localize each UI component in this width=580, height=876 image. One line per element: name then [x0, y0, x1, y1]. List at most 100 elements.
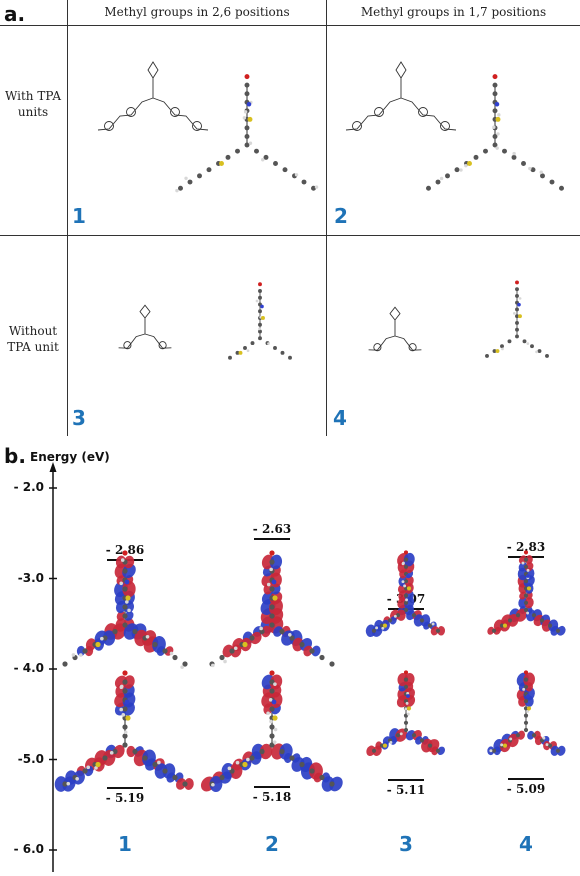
axis-arrow-icon: [49, 462, 57, 472]
hydrogen-atom: [246, 757, 250, 762]
orbital-lobe: [556, 625, 566, 636]
orbital-lobe: [124, 611, 134, 621]
orbital-lobe: [371, 624, 383, 637]
hydrogen-atom: [401, 561, 405, 565]
orbital-lobe: [389, 616, 397, 625]
nitrogen-atom: [526, 694, 530, 698]
carbon-atom: [531, 613, 537, 618]
carbon-atom: [258, 322, 262, 327]
carbon-atom: [62, 781, 68, 787]
carbon-atom: [435, 748, 441, 753]
hydrogen-atom: [535, 350, 538, 354]
carbon-atom: [435, 179, 441, 185]
hydrogen-atom: [184, 176, 188, 181]
hydrogen-atom: [375, 626, 379, 630]
carbon-atom: [523, 607, 529, 613]
carbon-atom: [279, 748, 285, 755]
carbon-atom: [387, 618, 393, 623]
carbon-atom: [523, 593, 529, 598]
oxygen-atom: [523, 670, 529, 675]
hydrogen-atom: [267, 342, 270, 345]
grid-line-v2: [326, 0, 327, 436]
sulfur-atom: [272, 595, 278, 601]
hydrogen-atom: [404, 707, 408, 711]
hydrogen-atom: [272, 740, 277, 744]
carbon-atom: [491, 628, 497, 633]
carbon-atom: [523, 564, 529, 569]
orbital-lobe: [550, 745, 559, 756]
oxygen-atom: [269, 670, 275, 676]
sulfur-atom: [238, 350, 243, 355]
carbon-atom: [122, 622, 128, 628]
hydrogen-atom: [78, 653, 83, 657]
hydrogen-atom: [521, 561, 525, 565]
nitrogen-atom: [494, 101, 500, 107]
orbital-lobe: [126, 745, 136, 758]
oxygen-atom: [122, 670, 128, 676]
hydrogen-atom: [266, 582, 271, 587]
carbon-atom: [483, 148, 488, 154]
carbon-atom: [162, 768, 168, 774]
hydrogen-atom: [393, 614, 397, 618]
hydrogen-atom: [497, 113, 501, 117]
carbon-atom: [530, 167, 536, 173]
carbon-atom: [132, 748, 138, 755]
hydrogen-atom: [389, 741, 393, 744]
orbital-lobe: [556, 745, 566, 756]
carbon-atom: [311, 185, 316, 191]
compound-number-1: 1: [72, 204, 86, 228]
carbon-atom: [419, 618, 425, 623]
carbon-atom: [269, 679, 275, 685]
carbon-atom: [395, 613, 401, 618]
hydrogen-atom: [86, 765, 91, 770]
orbital-lobe: [523, 672, 535, 687]
orbital-lobe: [396, 609, 406, 621]
orbital-lobe: [403, 687, 415, 701]
homo-level-bar: [107, 786, 143, 789]
homo-label: - 5.18: [252, 789, 292, 804]
carbon-atom: [329, 661, 335, 667]
carbon-atom: [301, 179, 307, 185]
hydrogen-atom: [288, 632, 292, 637]
hydrogen-atom: [512, 151, 516, 156]
carbon-atom: [182, 661, 188, 667]
hydrogen-atom: [109, 751, 114, 755]
hydrogen-atom: [94, 766, 98, 770]
orbital-lobe: [156, 646, 166, 656]
hydrogen-atom: [175, 188, 179, 193]
orbital-lobe: [519, 591, 527, 600]
orbital-lobe: [259, 743, 273, 760]
carbon-atom: [515, 613, 521, 618]
carbon-atom: [273, 161, 278, 166]
orbital-lobe: [222, 644, 234, 658]
panel-a-label: a.: [4, 2, 26, 26]
hydrogen-atom: [526, 342, 530, 345]
carbon-atom: [273, 346, 277, 350]
carbon-atom: [507, 339, 512, 344]
orbital-lobe: [313, 772, 323, 783]
carbon-atom: [187, 179, 193, 185]
carbon-atom: [545, 353, 549, 358]
hydrogen-atom: [495, 146, 499, 150]
energy-axis-title: Energy (eV): [30, 450, 110, 464]
structure-1-2d: [97, 61, 209, 131]
sulfur-atom: [382, 623, 388, 628]
lumo-level-bar: [254, 538, 290, 540]
carbon-atom: [426, 185, 431, 191]
carbon-atom: [559, 185, 564, 191]
orbital-lobe: [403, 552, 415, 567]
carbon-atom: [540, 173, 545, 179]
carbon-atom: [244, 82, 250, 88]
orbital-lobe: [487, 626, 495, 635]
hydrogen-atom: [211, 663, 215, 668]
oxygen-atom: [244, 74, 250, 80]
carbon-atom: [403, 677, 409, 682]
orbital-lobe: [550, 625, 560, 636]
lumo-label: - 2.86: [105, 542, 145, 557]
orbital-lobe: [184, 778, 194, 790]
carbon-atom: [269, 613, 275, 619]
sulfur-atom: [242, 641, 248, 648]
nitrogen-atom: [526, 574, 530, 578]
hydrogen-atom: [123, 730, 128, 735]
carbon-atom: [258, 329, 262, 334]
